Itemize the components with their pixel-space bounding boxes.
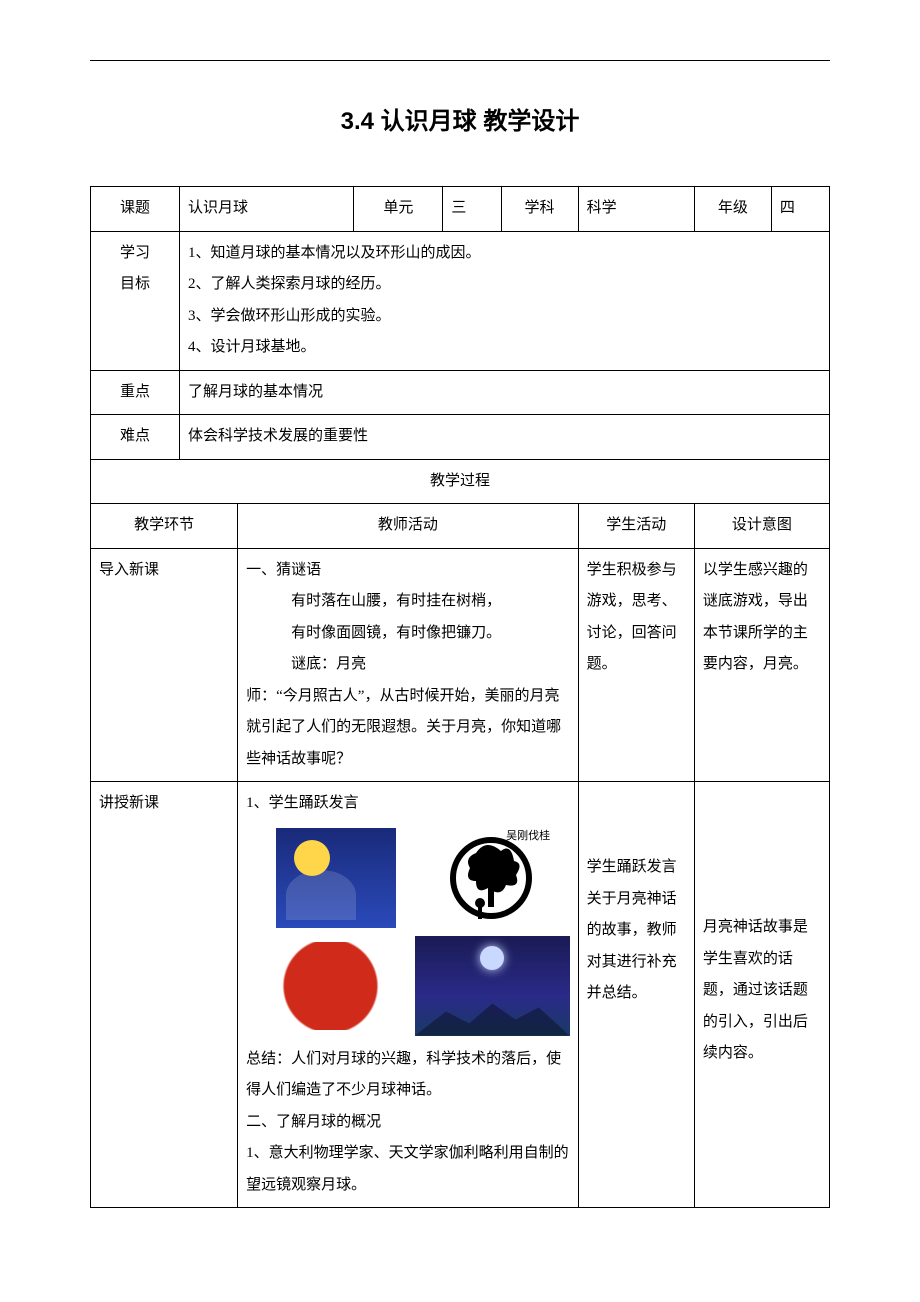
value-keti: 认识月球 [180,187,354,232]
teacher-intro: 一、猜谜语 有时落在山腰，有时挂在树梢， 有时像面圆镜，有时像把镰刀。 谜底：月… [238,548,578,782]
design-teach: 月亮神话故事是学生喜欢的话题，通过该话题的引入，引出后续内容。 [694,782,829,1208]
teacher-line: 有时落在山腰，有时挂在树梢， [246,586,569,618]
value-nianji: 四 [771,187,829,232]
teacher-line: 总结：人们对月球的兴趣，科学技术的落后，使得人们编造了不少月球神话。 [246,1044,569,1107]
teacher-teach: 1、学生踊跃发言 吴刚伐桂 [238,782,578,1208]
label-nianji: 年级 [694,187,771,232]
col-student: 学生活动 [578,504,694,549]
label-keti: 课题 [91,187,180,232]
image-papercut [276,936,385,1036]
teacher-line: 有时像面圆镜，有时像把镰刀。 [246,618,569,650]
page-title: 3.4 认识月球 教学设计 [90,101,830,136]
goal-line: 4、设计月球基地。 [188,332,821,364]
value-xueke: 科学 [578,187,694,232]
table-row: 重点 了解月球的基本情况 [91,370,830,415]
image-change-moon [276,828,396,928]
teacher-line: 二、了解月球的概况 [246,1107,569,1139]
page: 3.4 认识月球 教学设计 课题 认识月球 单元 三 学科 科学 年级 四 学习… [0,0,920,1302]
student-intro: 学生积极参与游戏，思考、讨论，回答问题。 [578,548,694,782]
table-row: 教学过程 [91,459,830,504]
col-teacher: 教师活动 [238,504,578,549]
top-rule [90,60,830,61]
image-row-2 [276,936,569,1036]
phase-intro: 导入新课 [91,548,238,782]
label-xueke: 学科 [501,187,578,232]
value-danyuan: 三 [443,187,501,232]
table-row: 课题 认识月球 单元 三 学科 科学 年级 四 [91,187,830,232]
lesson-plan-table: 课题 认识月球 单元 三 学科 科学 年级 四 学习 目标 1、知道月球的基本情… [90,186,830,1208]
table-row: 导入新课 一、猜谜语 有时落在山腰，有时挂在树梢， 有时像面圆镜，有时像把镰刀。… [91,548,830,782]
teacher-line: 1、意大利物理学家、天文学家伽利略利用自制的望远镜观察月球。 [246,1138,569,1201]
wugang-label: 吴刚伐桂 [506,830,550,843]
table-row: 难点 体会科学技术发展的重要性 [91,415,830,460]
goal-line: 3、学会做环形山形成的实验。 [188,301,821,333]
col-phase: 教学环节 [91,504,238,549]
label-goals: 学习 目标 [91,231,180,370]
label-nandian: 难点 [91,415,180,460]
teacher-line: 一、猜谜语 [246,555,569,587]
teacher-line: 1、学生踊跃发言 [246,788,569,820]
image-night-scene [415,936,569,1036]
image-wugang: 吴刚伐桂 [426,828,546,928]
value-goals: 1、知道月球的基本情况以及环形山的成因。 2、了解人类探索月球的经历。 3、学会… [180,231,830,370]
teacher-line: 谜底：月亮 [246,649,569,681]
design-intro: 以学生感兴趣的谜底游戏，导出本节课所学的主要内容，月亮。 [694,548,829,782]
teacher-line: 师：“今月照古人”，从古时候开始，美丽的月亮就引起了人们的无限遐想。关于月亮，你… [246,681,569,776]
image-row-1: 吴刚伐桂 [276,828,569,928]
table-row: 教学环节 教师活动 学生活动 设计意图 [91,504,830,549]
col-design: 设计意图 [694,504,829,549]
goal-line: 1、知道月球的基本情况以及环形山的成因。 [188,238,821,270]
phase-teach: 讲授新课 [91,782,238,1208]
label-zhongdian: 重点 [91,370,180,415]
value-zhongdian: 了解月球的基本情况 [180,370,830,415]
process-heading: 教学过程 [91,459,830,504]
value-nandian: 体会科学技术发展的重要性 [180,415,830,460]
student-teach: 学生踊跃发言关于月亮神话的故事，教师对其进行补充并总结。 [578,782,694,1208]
table-row: 学习 目标 1、知道月球的基本情况以及环形山的成因。 2、了解人类探索月球的经历… [91,231,830,370]
goal-line: 2、了解人类探索月球的经历。 [188,269,821,301]
label-danyuan: 单元 [354,187,443,232]
table-row: 讲授新课 1、学生踊跃发言 [91,782,830,1208]
